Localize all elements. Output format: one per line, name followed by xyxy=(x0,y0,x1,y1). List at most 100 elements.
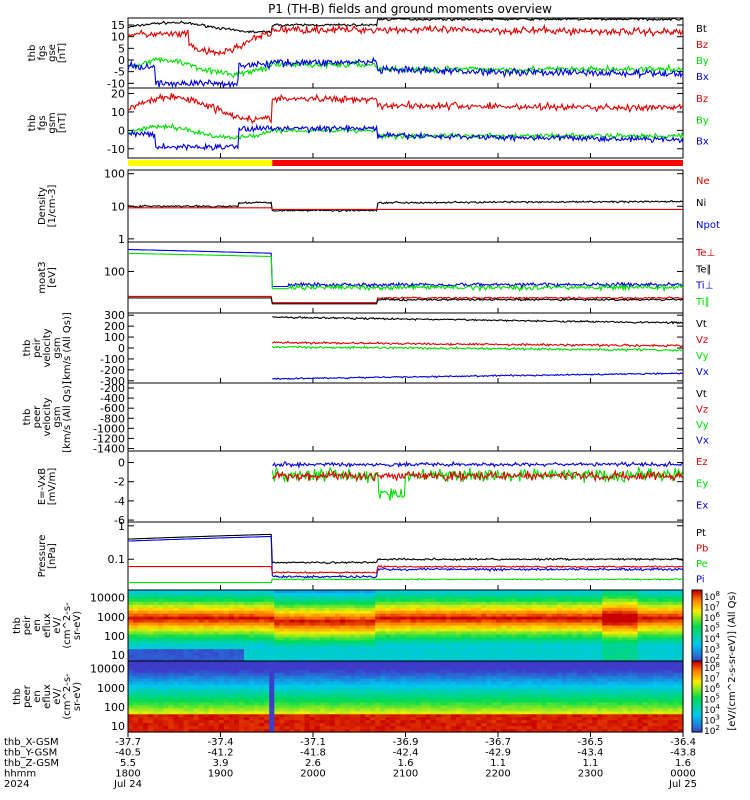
spectrogram-cell xyxy=(173,655,180,659)
spectrogram-cell xyxy=(284,658,291,662)
spectrogram-cell xyxy=(133,607,139,612)
spectrogram-cell xyxy=(254,590,260,594)
spectrogram-cell xyxy=(329,720,336,724)
spectrogram-cell xyxy=(375,717,381,721)
legend-Vt: Vt xyxy=(696,389,707,400)
spectrogram-cell xyxy=(400,619,407,624)
spectrogram-cell xyxy=(612,634,619,638)
spectrogram-cell xyxy=(334,595,341,600)
spectrogram-cell xyxy=(148,646,154,650)
spectrogram-cell xyxy=(496,723,502,727)
spectrogram-cell xyxy=(395,681,402,686)
spectrogram-cell xyxy=(476,720,482,724)
spectrogram-cell xyxy=(526,634,533,638)
spectrogram-cell xyxy=(355,649,361,653)
spectrogram-cell xyxy=(213,729,220,733)
spectrogram-cell xyxy=(128,711,134,715)
spectrogram-cell xyxy=(536,625,543,630)
spectrogram-cell xyxy=(652,607,659,612)
spectrogram-cell xyxy=(143,696,149,701)
spectrogram-cell xyxy=(344,699,351,704)
spectrogram-cell xyxy=(410,661,417,665)
spectrogram-cell xyxy=(279,622,286,627)
spectrogram-cell xyxy=(254,684,260,689)
spectrogram-cell xyxy=(163,666,169,671)
spectrogram-cell xyxy=(269,687,275,692)
legend-Vz: Vz xyxy=(696,405,708,416)
spectrogram-cell xyxy=(677,601,684,606)
spectrogram-cell xyxy=(511,592,518,597)
spectrogram-cell xyxy=(587,616,593,621)
spectrogram-cell xyxy=(622,625,629,630)
spectrogram-cell xyxy=(314,696,321,701)
spectrogram-cell xyxy=(299,723,306,727)
spectrogram-cell xyxy=(319,610,326,615)
spectrogram-cell xyxy=(551,658,558,662)
spectrogram-cell xyxy=(148,655,154,659)
spectrogram-cell xyxy=(334,601,341,606)
spectrogram-cell xyxy=(299,663,306,668)
spectrogram-cell xyxy=(370,699,376,704)
spectrogram-cell xyxy=(183,729,190,733)
spectrogram-cell xyxy=(274,681,280,686)
spectrogram-cell xyxy=(410,616,417,621)
spectrogram-cell xyxy=(536,616,543,621)
spectrogram-cell xyxy=(158,672,164,677)
spectrogram-cell xyxy=(511,678,518,683)
spectrogram-cell xyxy=(400,601,407,606)
spectrogram-cell xyxy=(425,729,432,733)
spectrogram-cell xyxy=(143,693,149,698)
spectrogram-cell xyxy=(471,720,477,724)
spectrogram-cell xyxy=(445,684,452,689)
spectrogram-cell xyxy=(269,720,275,724)
spectrogram-cell xyxy=(329,693,336,698)
spectrogram-cell xyxy=(309,649,316,653)
spectrogram-cell xyxy=(314,687,321,692)
spectrogram-cell xyxy=(375,661,381,665)
spectrogram-cell xyxy=(597,655,603,659)
spectrogram-cell xyxy=(259,628,265,633)
spectrogram-cell xyxy=(420,681,427,686)
spectrogram-cell xyxy=(587,628,593,633)
spectrogram-cell xyxy=(203,696,210,701)
spectrogram-cell xyxy=(365,687,371,692)
spectrogram-cell xyxy=(642,622,649,627)
spectrogram-cell xyxy=(627,607,634,612)
spectrogram-cell xyxy=(158,723,164,727)
spectrogram-cell xyxy=(375,595,381,600)
spectrogram-cell xyxy=(148,592,154,597)
spectrogram-cell xyxy=(213,705,220,709)
spectrogram-cell xyxy=(163,726,169,730)
spectrogram-cell xyxy=(344,672,351,677)
spectrogram-cell xyxy=(350,675,356,680)
spectrogram-cell xyxy=(279,690,286,695)
spectrogram-cell xyxy=(445,610,452,615)
spectrogram-cell xyxy=(375,616,381,621)
spectrogram-cell xyxy=(299,616,306,621)
spectrogram-cell xyxy=(572,658,578,662)
spectrogram-cell xyxy=(223,729,230,733)
spectrogram-cell xyxy=(672,622,679,627)
spectrogram-cell xyxy=(516,616,523,621)
spectrogram-cell xyxy=(496,631,502,635)
spectrogram-cell xyxy=(203,625,210,630)
spectrogram-cell xyxy=(324,631,331,635)
spectrogram-cell xyxy=(304,634,311,638)
spectrogram-cell xyxy=(168,640,175,644)
spectrogram-cell xyxy=(410,669,417,674)
spectrogram-cell xyxy=(430,652,437,656)
spectrogram-cell xyxy=(572,681,578,686)
spectrogram-cell xyxy=(239,729,245,733)
spectrogram-cell xyxy=(471,646,477,650)
spectrogram-cell xyxy=(239,696,245,701)
spectrogram-cell xyxy=(455,672,462,677)
spectrogram-cell xyxy=(410,610,417,615)
spectrogram-cell xyxy=(228,661,235,665)
spectrogram-cell xyxy=(228,604,235,609)
spectrogram-cell xyxy=(466,610,472,615)
spectrogram-cell xyxy=(400,696,407,701)
spectrogram-cell xyxy=(249,717,255,721)
spectrogram-cell xyxy=(471,619,477,624)
spectrogram-cell xyxy=(677,631,684,635)
spectrogram-cell xyxy=(405,610,412,615)
